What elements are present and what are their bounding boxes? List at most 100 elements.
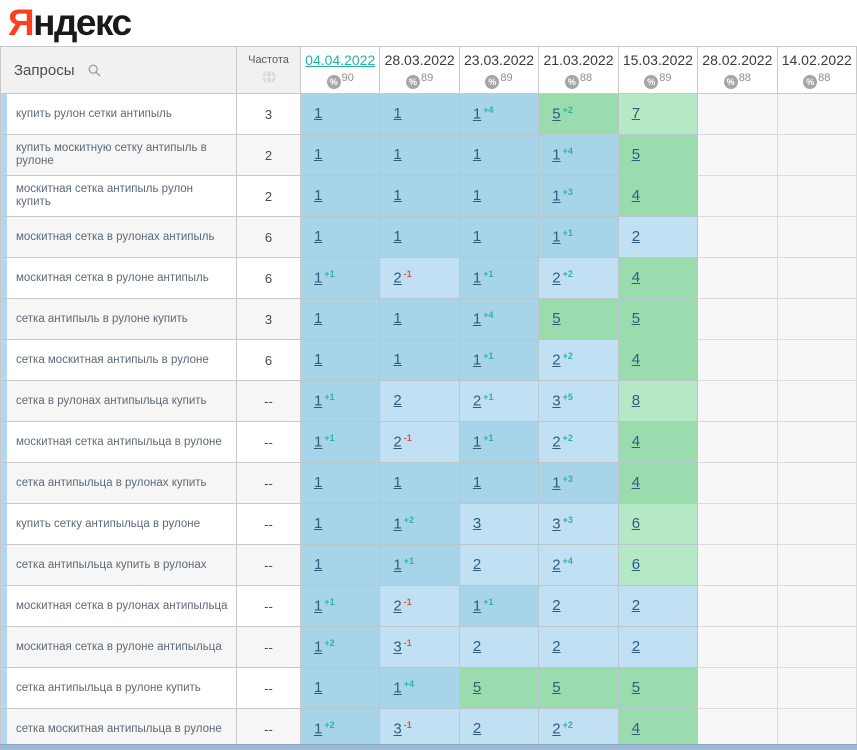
position-link[interactable]: 2 [631, 638, 641, 655]
position-link[interactable]: 4 [631, 720, 641, 737]
position-link[interactable]: 2 [393, 269, 402, 287]
position-link[interactable]: 1 [314, 105, 323, 122]
position-link[interactable]: 1 [314, 474, 323, 491]
position-link[interactable]: 8 [631, 392, 641, 409]
position-link[interactable]: 6 [631, 556, 641, 573]
position-link[interactable]: 1 [393, 228, 402, 245]
position-link[interactable]: 1 [393, 105, 402, 122]
position-link[interactable]: 1 [314, 720, 323, 738]
position-link[interactable]: 1 [472, 187, 482, 204]
position-link[interactable]: 2 [393, 597, 402, 615]
coverage: % 89 [620, 72, 696, 90]
position-link[interactable]: 1 [552, 474, 561, 492]
position-link[interactable]: 1 [314, 679, 323, 696]
position-link[interactable]: 1 [314, 310, 323, 327]
date-link[interactable]: 28.02.2022 [702, 52, 773, 68]
position-link[interactable]: 1 [393, 187, 402, 204]
table-row: купить сетку антипыльца в рулоне -- 1 1 +2 3 3… [0, 503, 857, 545]
position-link[interactable]: 2 [552, 720, 561, 738]
table-row: сетка антипыльца в рулоне купить -- 1 1 +4 5 5… [0, 667, 857, 709]
position-link[interactable]: 1 [472, 228, 482, 245]
position-link[interactable]: 1 [472, 474, 482, 491]
frequency-cell: 2 [236, 175, 301, 217]
position-link[interactable]: 1 [314, 597, 323, 615]
query-cell: сетка москитная антипыльца в рулоне [0, 708, 237, 750]
position-link[interactable]: 2 [552, 556, 561, 574]
position-link[interactable]: 3 [393, 638, 402, 656]
position-link[interactable]: 1 [314, 515, 323, 532]
date-link[interactable]: 28.03.2022 [384, 52, 455, 68]
position-link[interactable]: 5 [552, 105, 561, 123]
position-link[interactable]: 4 [631, 269, 641, 286]
position-link[interactable]: 1 [472, 269, 482, 287]
position-link[interactable]: 1 [314, 392, 323, 410]
position-link[interactable]: 1 [552, 187, 561, 205]
position-link[interactable]: 1 [393, 515, 402, 533]
position-link[interactable]: 1 [472, 597, 482, 615]
position-link[interactable]: 6 [631, 515, 641, 532]
date-link[interactable]: 23.03.2022 [464, 52, 535, 68]
date-link[interactable]: 15.03.2022 [622, 52, 693, 68]
date-link[interactable]: 21.03.2022 [543, 52, 614, 68]
position-link[interactable]: 1 [393, 351, 402, 368]
position-link[interactable]: 1 [393, 556, 402, 574]
date-link[interactable]: 14.02.2022 [781, 52, 852, 68]
position-link[interactable]: 1 [552, 146, 561, 164]
position-link[interactable]: 2 [552, 597, 561, 614]
position-link[interactable]: 1 [314, 269, 323, 287]
position-link[interactable]: 2 [552, 269, 561, 287]
position-link[interactable]: 2 [631, 228, 641, 245]
position-link[interactable]: 2 [472, 556, 482, 573]
position-link[interactable]: 2 [472, 392, 482, 410]
position-link[interactable]: 3 [552, 392, 561, 410]
position-link[interactable]: 1 [472, 105, 482, 123]
position-link[interactable]: 7 [631, 105, 641, 122]
position-link[interactable]: 1 [314, 351, 323, 368]
position-link[interactable]: 1 [314, 556, 323, 573]
position-link[interactable]: 2 [552, 433, 561, 451]
position-link[interactable]: 5 [631, 146, 641, 163]
position-link[interactable]: 4 [631, 433, 641, 450]
position-link[interactable]: 4 [631, 474, 641, 491]
position-cell: 1 [299, 134, 381, 176]
position-link[interactable]: 1 [472, 146, 482, 163]
position-link[interactable]: 1 [393, 310, 402, 327]
position-change: +1 [324, 597, 335, 608]
position-link[interactable]: 2 [552, 638, 561, 655]
position-link[interactable]: 3 [472, 515, 482, 532]
position-link[interactable]: 5 [552, 310, 561, 327]
date-link[interactable]: 04.04.2022 [305, 52, 376, 68]
position-link[interactable]: 5 [472, 679, 482, 696]
position-link[interactable]: 1 [393, 146, 402, 163]
position-link[interactable]: 5 [552, 679, 561, 696]
position-link[interactable]: 1 [393, 474, 402, 491]
position-link[interactable]: 5 [631, 310, 641, 327]
position-link[interactable]: 1 [472, 351, 482, 369]
position-link[interactable]: 1 [314, 146, 323, 163]
position-link[interactable]: 3 [393, 720, 402, 738]
position-cell: 1 [299, 462, 381, 504]
position-link[interactable]: 4 [631, 351, 641, 368]
position-link[interactable]: 2 [472, 720, 482, 737]
horizontal-scrollbar[interactable] [0, 744, 857, 750]
empty-position-cell [776, 257, 857, 299]
position-link[interactable]: 2 [472, 638, 482, 655]
position-link[interactable]: 1 [314, 228, 323, 245]
position-link[interactable]: 4 [631, 187, 641, 204]
position-link[interactable]: 5 [631, 679, 641, 696]
position-link[interactable]: 1 [552, 228, 561, 246]
position-link[interactable]: 1 [472, 310, 482, 328]
position-link[interactable]: 3 [552, 515, 561, 533]
position-link[interactable]: 1 [472, 433, 482, 451]
search-icon[interactable] [88, 63, 101, 77]
position-link[interactable]: 1 [314, 433, 323, 451]
position-cell: 1 [299, 175, 381, 217]
position-link[interactable]: 1 [393, 679, 402, 697]
position-link[interactable]: 1 [314, 638, 323, 656]
position-link[interactable]: 2 [631, 597, 641, 614]
position-link[interactable]: 2 [393, 392, 402, 409]
position-link[interactable]: 1 [314, 187, 323, 204]
position-link[interactable]: 2 [552, 351, 561, 369]
position-change: +1 [483, 597, 494, 608]
position-link[interactable]: 2 [393, 433, 402, 451]
